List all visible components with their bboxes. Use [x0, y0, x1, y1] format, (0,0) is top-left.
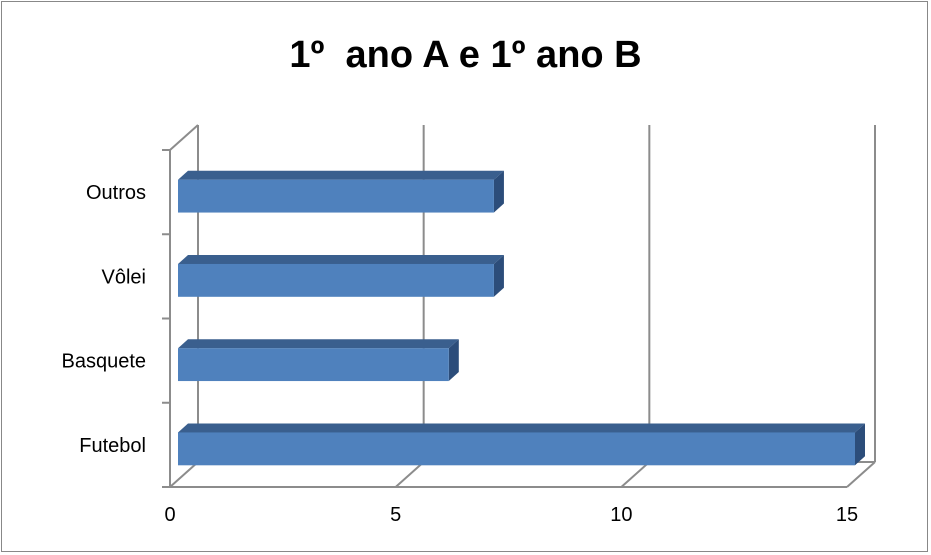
category-label-vôlei: Vôlei	[102, 266, 146, 288]
bars	[178, 170, 865, 466]
bar-basquete	[178, 348, 449, 382]
x-axis-tick-labels: 0 5 10 15	[164, 504, 858, 526]
y-axis-category-labels: Futebol Basquete Vôlei Outros	[61, 182, 146, 457]
y-axis-top-depth-line	[169, 124, 199, 151]
x-tick-label-15: 15	[836, 504, 858, 526]
category-label-futebol: Futebol	[79, 435, 146, 457]
floor-depth-line-5	[395, 461, 425, 488]
bar-vôlei	[178, 263, 494, 297]
bar-top-futebol	[178, 423, 865, 433]
category-label-outros: Outros	[86, 182, 146, 204]
x-tick-label-5: 5	[390, 504, 401, 526]
bar-outros	[178, 179, 494, 213]
x-tick-label-0: 0	[164, 504, 175, 526]
bar-side-futebol	[855, 423, 865, 466]
chart-title: 1º ano A e 1º ano B	[289, 34, 642, 76]
x-tick-label-10: 10	[610, 504, 632, 526]
bar-futebol	[178, 432, 855, 466]
bar-side-outros	[493, 170, 504, 213]
bar-side-basquete	[448, 339, 459, 382]
floor-depth-line-10	[620, 461, 650, 488]
bar-top-outros	[178, 170, 504, 180]
floor-depth-line-15	[846, 461, 876, 488]
floor-depth-line-0	[169, 461, 199, 488]
bar-side-vôlei	[493, 254, 504, 297]
category-label-basquete: Basquete	[61, 351, 146, 373]
bar-top-vôlei	[178, 254, 504, 264]
bar-top-basquete	[178, 339, 459, 349]
